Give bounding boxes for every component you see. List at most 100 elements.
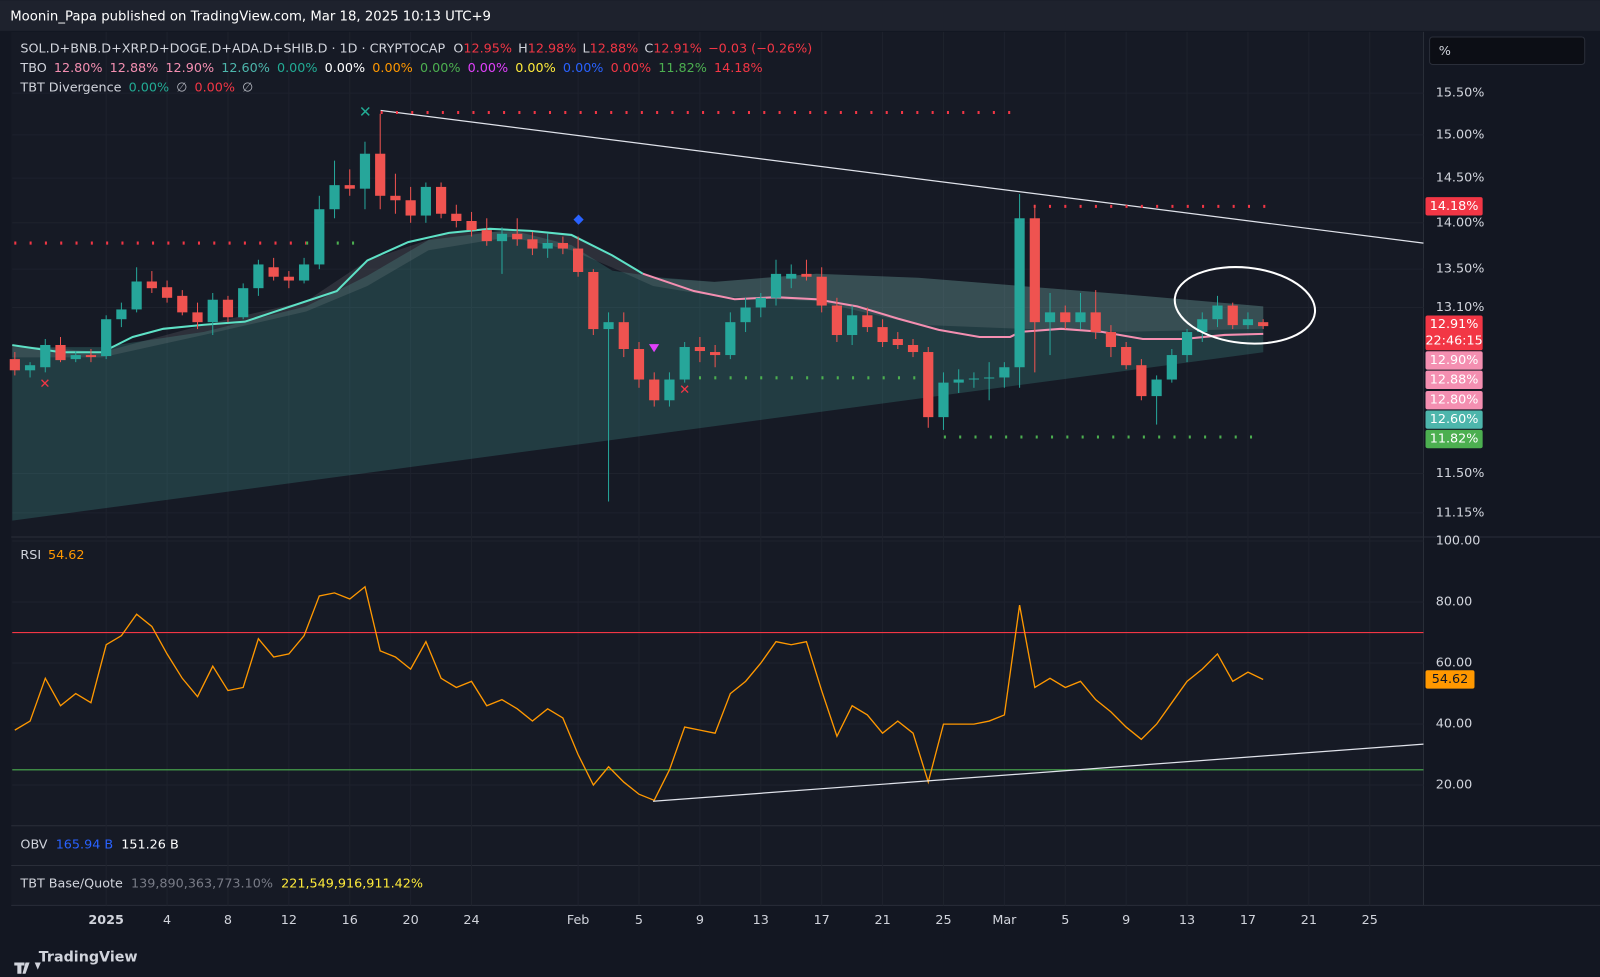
y-tick-label: 15.50% bbox=[1436, 86, 1485, 101]
candle-body bbox=[207, 299, 218, 323]
candle-body bbox=[375, 153, 386, 196]
y-tick-label: 40.00 bbox=[1436, 717, 1473, 732]
footer-logo: TradingView bbox=[39, 949, 138, 965]
candle-body bbox=[679, 347, 690, 380]
candle-body bbox=[283, 276, 294, 281]
x-tick-label: 5 bbox=[635, 913, 643, 928]
candle-body bbox=[131, 281, 142, 310]
signal-marker: ✕ bbox=[679, 383, 690, 398]
legend-text: 0.00% bbox=[372, 61, 413, 76]
candle-body bbox=[1090, 312, 1101, 333]
grid bbox=[12, 31, 1424, 906]
price-label: 12.60% bbox=[1430, 412, 1479, 427]
unit-text: % bbox=[1439, 44, 1451, 59]
price-label-bg bbox=[1425, 429, 1483, 449]
candles bbox=[9, 113, 1424, 802]
candle-body bbox=[481, 230, 492, 242]
candle-body bbox=[344, 185, 355, 189]
x-tick-label: 9 bbox=[1122, 913, 1130, 928]
x-tick-label: 21 bbox=[1301, 913, 1317, 928]
price-label: 12.80% bbox=[1430, 393, 1479, 408]
x-tick-label: 8 bbox=[224, 913, 232, 928]
candle-body bbox=[451, 213, 462, 221]
y-tick-label: 15.00% bbox=[1436, 127, 1485, 142]
candle-body bbox=[984, 377, 995, 379]
legend-text: −0.03 (−0.26%) bbox=[708, 42, 812, 57]
candle-body bbox=[1075, 312, 1086, 323]
price-label-bg bbox=[1425, 370, 1483, 390]
price-label-bg bbox=[1425, 391, 1483, 410]
candle-body bbox=[55, 345, 66, 361]
legend-text: 0.00% bbox=[611, 61, 652, 76]
candle-body bbox=[786, 273, 797, 279]
candle-body bbox=[101, 319, 112, 357]
x-tick-label: 2025 bbox=[88, 913, 124, 928]
legend-text: 12.60% bbox=[221, 61, 270, 76]
x-tick-label: 13 bbox=[1179, 913, 1195, 928]
signal-marker: ✕ bbox=[359, 103, 372, 121]
legend-text: 12.88% bbox=[590, 42, 639, 57]
candle-body bbox=[146, 281, 157, 289]
x-tick-label: 9 bbox=[696, 913, 704, 928]
price-label: 11.82% bbox=[1430, 432, 1479, 447]
signal-marker: ✕ bbox=[39, 377, 50, 392]
legend-text: 0.00% bbox=[563, 61, 604, 76]
price-label-bg bbox=[1425, 351, 1483, 370]
candle-body bbox=[1242, 319, 1254, 326]
x-tick-label: 21 bbox=[874, 913, 890, 928]
header-bar bbox=[0, 0, 1600, 31]
candle-body bbox=[801, 273, 812, 277]
candle-body bbox=[557, 242, 568, 249]
x-tick-label: 5 bbox=[1061, 913, 1069, 928]
candle-body bbox=[192, 312, 203, 323]
rsi-value: 54.62 bbox=[48, 548, 85, 563]
legend-text: 12.91% bbox=[653, 42, 702, 57]
candle-body bbox=[755, 297, 766, 308]
y-tick-label: 60.00 bbox=[1436, 656, 1473, 671]
legend-text: 12.98% bbox=[528, 42, 577, 57]
candle-body bbox=[816, 276, 827, 306]
legend-text: ∅ bbox=[176, 80, 187, 95]
price-label: 12.88% bbox=[1430, 372, 1479, 387]
candle-body bbox=[740, 307, 751, 323]
candle-body bbox=[1181, 332, 1193, 356]
candle-body bbox=[9, 359, 20, 371]
candle-body bbox=[390, 195, 401, 201]
candle-body bbox=[770, 273, 782, 298]
unit-box[interactable] bbox=[1429, 36, 1586, 66]
legend-text: 0.00% bbox=[277, 61, 318, 76]
candle-body bbox=[238, 288, 249, 318]
x-tick-label: 25 bbox=[1362, 913, 1378, 928]
header-text: Moonin_Papa published on TradingView.com… bbox=[10, 10, 491, 25]
signal-marker bbox=[573, 214, 584, 225]
candle-body bbox=[588, 271, 599, 330]
price-label-bg bbox=[1425, 315, 1483, 351]
candle-body bbox=[405, 200, 416, 216]
candle-body bbox=[1044, 312, 1056, 323]
y-tick-label: 80.00 bbox=[1436, 595, 1473, 610]
rsi-price-label: 54.62 bbox=[1432, 672, 1469, 687]
price-label: 12.90% bbox=[1430, 353, 1479, 368]
rsi-line bbox=[14, 585, 1264, 802]
candle-body bbox=[329, 185, 340, 210]
candle-body bbox=[298, 264, 310, 281]
x-tick-label: 12 bbox=[281, 913, 297, 928]
rsi-trend-line bbox=[653, 743, 1424, 802]
legend-text: TBT Divergence bbox=[19, 80, 121, 95]
candle-body bbox=[968, 378, 980, 380]
candle-body bbox=[1136, 365, 1147, 397]
candle-body bbox=[694, 347, 705, 352]
candle-body bbox=[253, 264, 264, 289]
candle-body bbox=[1212, 305, 1223, 320]
legend-text: 14.18% bbox=[714, 61, 763, 76]
legend-text: 0.00% bbox=[468, 61, 509, 76]
y-tick-label: 14.50% bbox=[1436, 171, 1485, 186]
candle-body bbox=[573, 248, 584, 272]
x-tick-label: 4 bbox=[163, 913, 171, 928]
candle-body bbox=[633, 349, 645, 380]
candle-body bbox=[664, 379, 675, 401]
ema-line bbox=[12, 227, 644, 354]
candle-body bbox=[222, 299, 234, 318]
candle-body bbox=[1227, 305, 1238, 326]
